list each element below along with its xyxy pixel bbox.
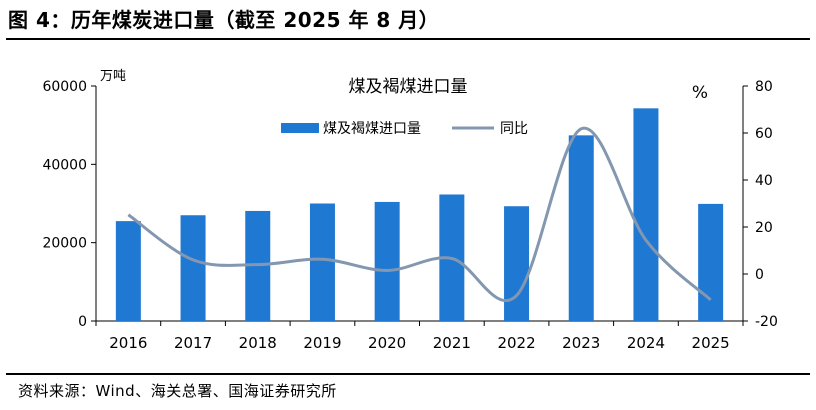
x-tick-label: 2021 (433, 334, 471, 352)
top-rule (6, 38, 810, 40)
right-tick-label: -20 (755, 314, 778, 330)
bottom-rule (6, 373, 810, 375)
bar (115, 221, 141, 321)
chart-title: 煤及褐煤进口量 (349, 77, 468, 97)
x-tick-label: 2020 (368, 334, 406, 352)
x-tick-label: 2018 (239, 334, 277, 352)
legend-label-line: 同比 (500, 121, 528, 137)
x-tick-label: 2022 (497, 334, 535, 352)
x-tick-label: 2023 (562, 334, 600, 352)
x-tick-label: 2024 (627, 334, 665, 352)
left-tick-label: 0 (78, 314, 87, 330)
bar (568, 135, 594, 321)
left-axis-unit: 万吨 (100, 69, 126, 84)
x-tick-label: 2025 (692, 334, 730, 352)
right-axis-unit: % (692, 83, 708, 103)
bar (309, 203, 335, 321)
left-tick-label: 60000 (42, 79, 87, 95)
x-tick-label: 2019 (303, 334, 341, 352)
left-tick-label: 40000 (42, 157, 87, 173)
source-note: 资料来源：Wind、海关总署、国海证券研究所 (18, 382, 337, 400)
x-tick-label: 2017 (174, 334, 212, 352)
legend-swatch-bar (281, 123, 319, 133)
legend: 煤及褐煤进口量 同比 (281, 121, 528, 137)
right-tick-label: 0 (755, 267, 764, 283)
bar (374, 201, 400, 321)
axes: 0 20000 40000 60000 -20 0 20 40 60 80 2016 2017 2018… (42, 79, 777, 352)
bar (698, 203, 724, 321)
line-series (127, 126, 712, 303)
x-tick-label: 2016 (109, 334, 147, 352)
bar (633, 108, 659, 321)
right-tick-label: 20 (755, 220, 773, 236)
legend-label-bar: 煤及褐煤进口量 (323, 121, 421, 137)
bar (180, 215, 206, 321)
bar (504, 206, 530, 321)
right-tick-label: 80 (755, 79, 773, 95)
figure-title: 图 4：历年煤炭进口量（截至 2025 年 8 月） (8, 8, 440, 32)
right-tick-label: 40 (755, 173, 773, 189)
line-series-path (127, 126, 712, 303)
bar-series (115, 108, 724, 321)
chart: 煤及褐煤进口量 万吨 % 0 20000 40000 60000 -20 0 20 40 60 8… (42, 69, 777, 352)
right-tick-label: 60 (755, 126, 773, 142)
left-tick-label: 20000 (42, 236, 87, 252)
